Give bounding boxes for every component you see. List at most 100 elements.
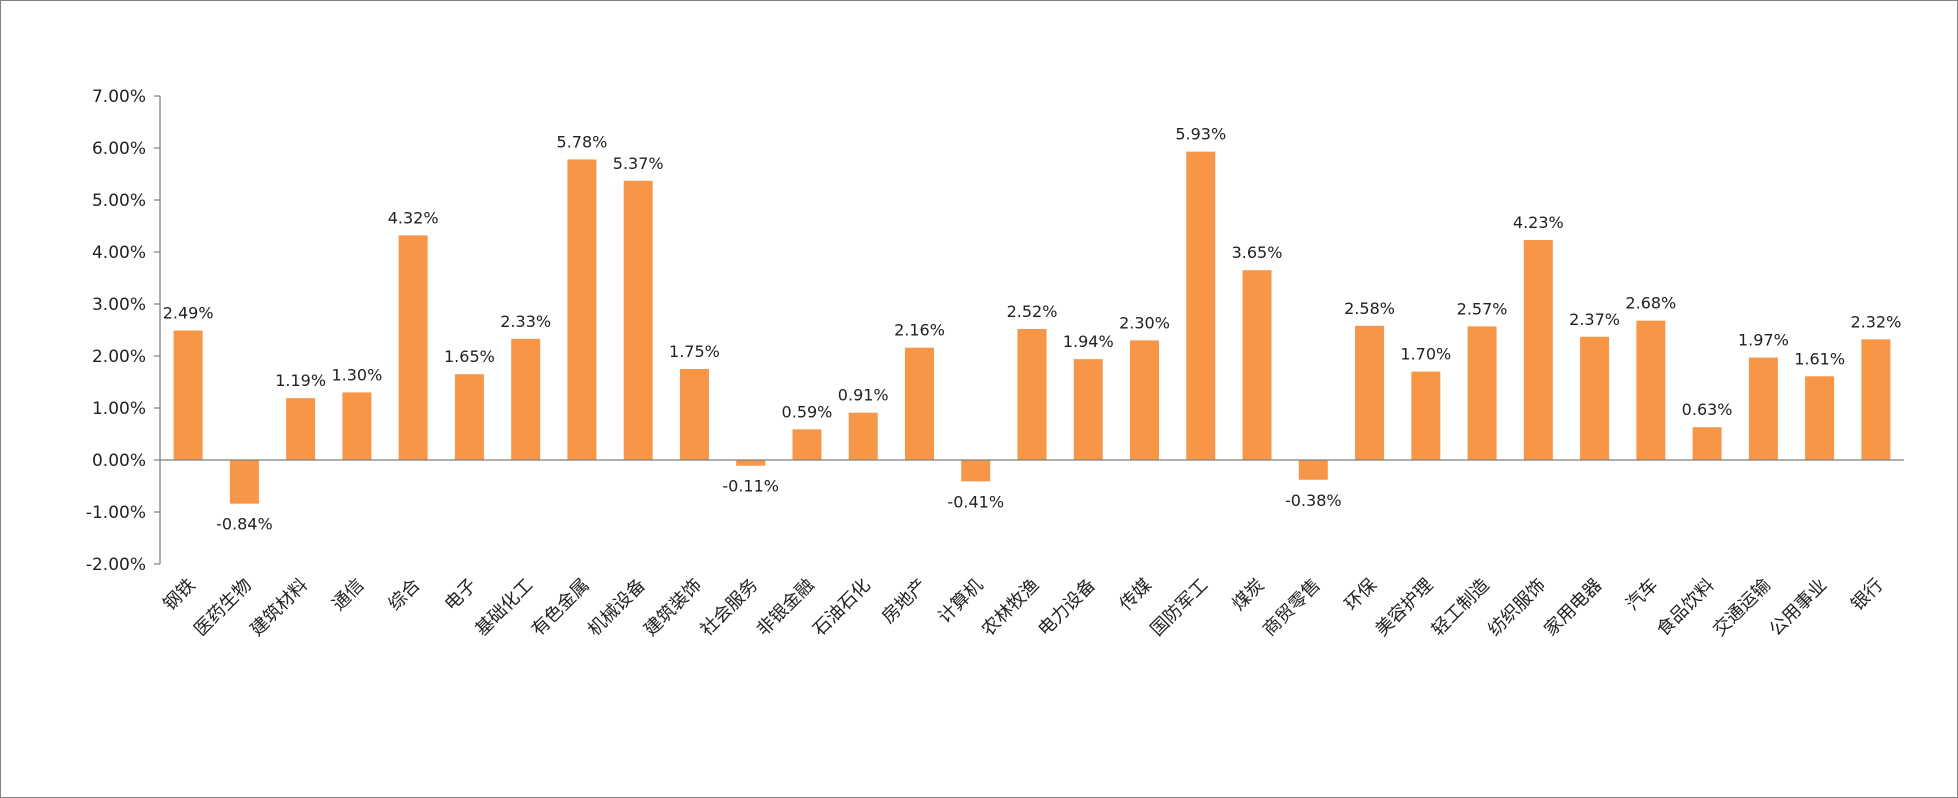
data-label: 1.97% [1738,331,1789,350]
data-label: 5.78% [557,132,608,151]
category-label: 家用电器 [1540,575,1606,641]
category-label: 石油石化 [809,575,875,641]
data-label: 5.93% [1175,125,1226,144]
category-label: 综合 [384,575,424,615]
data-label: -0.11% [722,477,779,496]
category-label: 煤炭 [1228,575,1268,615]
category-label: 房地产 [878,575,931,628]
data-label: 0.63% [1682,400,1733,419]
bar [1580,336,1610,460]
category-label: 交通运输 [1709,575,1775,641]
category-label: 环保 [1341,575,1381,615]
bar [511,338,541,460]
bar [1130,340,1160,460]
y-tick-label: 3.00% [92,295,146,315]
data-label: 1.75% [669,342,720,361]
category-label: 农林牧渔 [978,575,1044,641]
category-label: 国防军工 [1147,575,1213,641]
category-label: 电子 [441,575,481,615]
bar [736,460,766,466]
data-label: 2.68% [1625,294,1676,313]
category-label: 公用事业 [1765,575,1831,641]
category-label: 机械设备 [584,575,650,641]
y-tick-label: 5.00% [92,191,146,211]
data-label: 2.16% [894,321,945,340]
category-label: 汽车 [1622,575,1662,615]
bar [1861,339,1891,460]
category-label: 社会服务 [696,575,762,641]
data-label: 2.57% [1457,299,1508,318]
bar [1355,325,1385,460]
bar [792,429,822,460]
category-label: 轻工制造 [1428,575,1494,641]
bar [454,374,484,460]
category-label: 美容护理 [1372,575,1438,641]
bar [1467,326,1497,460]
category-label: 非银金融 [753,575,819,641]
bar [1073,359,1103,460]
y-tick-label: 1.00% [92,399,146,419]
data-label: 2.49% [163,304,214,323]
y-tick-label: 0.00% [92,451,146,471]
bar [1636,320,1666,460]
data-label: 2.30% [1119,313,1170,332]
category-label: 商贸零售 [1259,575,1325,641]
bar [1411,371,1441,460]
data-label: 0.91% [838,386,889,405]
bar [173,330,203,460]
data-label: 2.37% [1569,310,1620,329]
bar [567,159,597,460]
bars [173,151,1891,504]
data-label: 1.65% [444,347,495,366]
bar [679,369,709,460]
bar [904,347,934,460]
data-label: 5.37% [613,154,664,173]
bar [342,392,372,460]
bar [1242,270,1272,460]
bar [1692,427,1722,460]
category-label: 通信 [328,575,368,615]
bar [961,460,991,482]
data-label: 4.23% [1513,213,1564,232]
category-label: 有色金属 [528,575,594,641]
y-tick-label: 6.00% [92,139,146,159]
data-label: 1.19% [275,371,326,390]
y-tick-label: 4.00% [92,243,146,263]
category-label: 医药生物 [190,575,256,641]
data-label: 2.32% [1850,312,1901,331]
bar [623,180,653,460]
y-tick-label: 2.00% [92,347,146,367]
data-label: -0.41% [947,492,1004,511]
category-label: 建筑装饰 [640,575,706,641]
data-labels: 2.49% -0.84% 1.19% 1.30% 4.32% 1.65% 2.33% 5.78… [163,125,1902,534]
data-label: 4.32% [388,208,439,227]
bar [1748,357,1778,460]
bar [286,398,316,460]
data-label: 3.65% [1232,243,1283,262]
bar [229,460,259,504]
category-label: 计算机 [934,575,987,628]
data-label: 1.30% [331,365,382,384]
data-label: 2.52% [1007,302,1058,321]
bar [398,235,428,460]
bar [1186,151,1216,460]
category-label: 纺织服饰 [1484,575,1550,641]
bar [1805,376,1835,460]
bar [848,412,878,460]
category-label: 钢铁 [159,575,199,615]
y-tick-label: 7.00% [92,87,146,107]
y-tick-label: -1.00% [86,503,146,523]
category-label: 基础化工 [471,575,537,641]
category-label: 银行 [1847,575,1887,615]
data-label: 2.33% [500,312,551,331]
data-label: 1.61% [1794,349,1845,368]
category-label: 建筑材料 [246,575,312,641]
bar [1017,328,1047,460]
bar [1523,240,1553,460]
category-label: 传媒 [1116,575,1156,615]
data-label: 1.94% [1063,332,1114,351]
y-axis: 7.00% 6.00% 5.00% 4.00% 3.00% 2.00% 1.00% 0.00%… [86,87,161,575]
